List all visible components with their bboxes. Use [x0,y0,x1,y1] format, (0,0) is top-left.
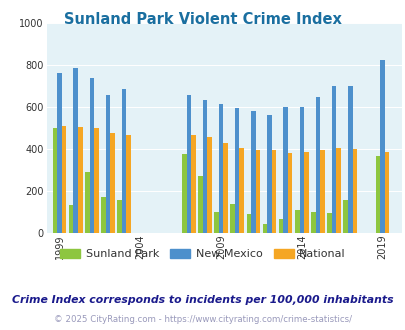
Bar [53,128,57,233]
Bar [78,127,82,233]
Bar [294,210,299,233]
Bar [262,224,266,233]
Bar [126,135,131,233]
Bar [73,68,78,233]
Legend: Sunland Park, New Mexico, National: Sunland Park, New Mexico, National [55,244,350,263]
Bar [287,153,292,233]
Bar [343,200,347,233]
Bar [239,148,243,233]
Bar [122,89,126,233]
Bar [283,107,287,233]
Bar [251,111,255,233]
Bar [246,214,251,233]
Bar [379,60,384,233]
Bar [202,100,207,233]
Bar [94,128,98,233]
Bar [57,73,62,233]
Bar [347,86,352,233]
Bar [315,97,320,233]
Bar [326,213,331,233]
Bar [85,172,90,233]
Bar [90,78,94,233]
Bar [223,143,227,233]
Bar [214,212,218,233]
Bar [310,212,315,233]
Bar [384,152,388,233]
Bar [352,149,356,233]
Bar [186,95,191,233]
Bar [375,156,379,233]
Bar [303,152,308,233]
Bar [266,115,271,233]
Bar [181,154,186,233]
Bar [234,108,239,233]
Bar [299,107,303,233]
Bar [255,150,260,233]
Bar [62,126,66,233]
Bar [110,133,115,233]
Bar [101,197,106,233]
Bar [230,204,234,233]
Bar [69,205,73,233]
Bar [207,137,211,233]
Bar [271,150,276,233]
Bar [106,95,110,233]
Text: © 2025 CityRating.com - https://www.cityrating.com/crime-statistics/: © 2025 CityRating.com - https://www.city… [54,315,351,324]
Text: Crime Index corresponds to incidents per 100,000 inhabitants: Crime Index corresponds to incidents per… [12,295,393,305]
Bar [218,104,223,233]
Text: Sunland Park Violent Crime Index: Sunland Park Violent Crime Index [64,12,341,26]
Bar [191,135,195,233]
Bar [336,148,340,233]
Bar [278,219,283,233]
Bar [117,200,121,233]
Bar [331,86,336,233]
Bar [198,176,202,233]
Bar [320,150,324,233]
